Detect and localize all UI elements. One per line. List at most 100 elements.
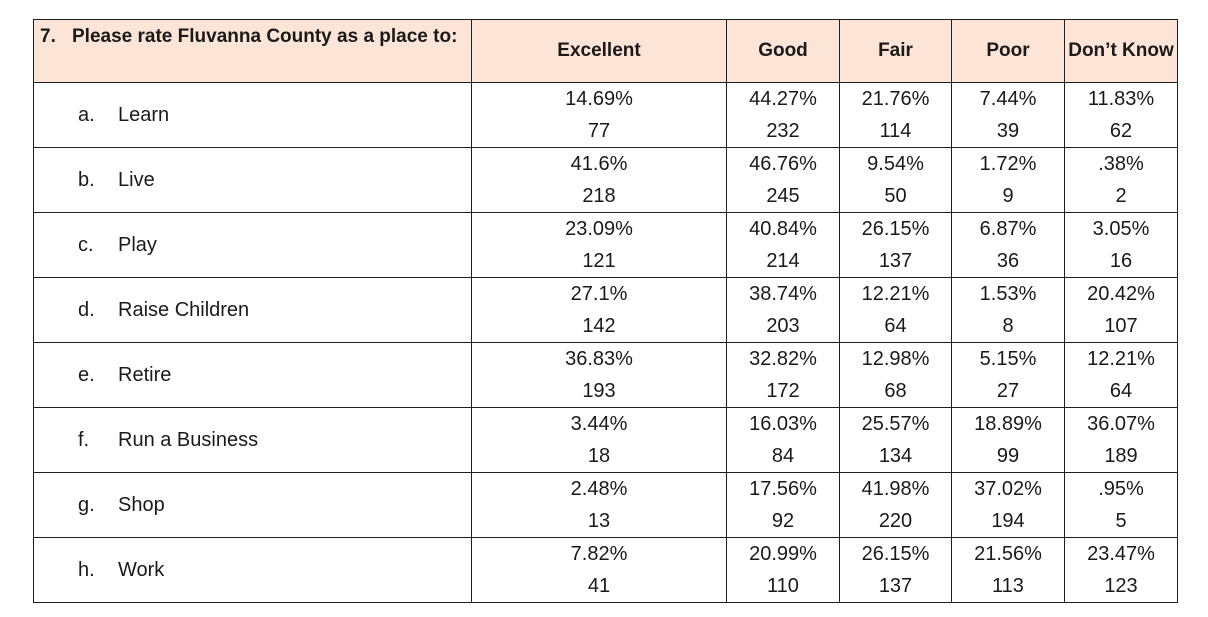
row-label: Play	[118, 233, 157, 256]
row-label: Live	[118, 168, 155, 191]
count-value: 36	[996, 250, 1020, 272]
cell-poor: 37.02% 194	[951, 472, 1065, 538]
count-value: 92	[771, 510, 795, 532]
column-header-poor: Poor	[951, 19, 1065, 83]
count-value: 194	[991, 510, 1025, 532]
cell-dont-know: 23.47% 123	[1064, 537, 1178, 603]
count-value: 123	[1104, 575, 1138, 597]
percentage-value: 7.44%	[979, 88, 1037, 110]
cell-excellent: 14.69% 77	[471, 82, 727, 148]
count-value: 99	[996, 445, 1020, 467]
percentage-value: 1.72%	[979, 153, 1037, 175]
percentage-value: 12.98%	[861, 348, 930, 370]
survey-results-table: 7. Please rate Fluvanna County as a place…	[33, 19, 1178, 603]
cell-dont-know: 12.21% 64	[1064, 342, 1178, 408]
cell-dont-know: 3.05% 16	[1064, 212, 1178, 278]
cell-good: 32.82% 172	[726, 342, 840, 408]
percentage-value: 44.27%	[749, 88, 817, 110]
count-value: 134	[878, 445, 913, 467]
question-text: Please rate Fluvanna County as a place t…	[72, 26, 458, 47]
cell-excellent: 2.48% 13	[471, 472, 727, 538]
cell-fair: 26.15% 137	[839, 537, 952, 603]
cell-poor: 1.72% 9	[951, 147, 1065, 213]
cell-poor: 21.56% 113	[951, 537, 1065, 603]
row-label-cell: a. Learn	[33, 82, 472, 148]
count-value: 16	[1109, 250, 1133, 272]
count-value: 18	[587, 445, 611, 467]
percentage-value: 41.98%	[861, 478, 930, 500]
percentage-value: 14.69%	[565, 88, 633, 110]
row-label-cell: f. Run a Business	[33, 407, 472, 473]
percentage-value: 12.21%	[861, 283, 930, 305]
percentage-value: 25.57%	[861, 413, 930, 435]
percentage-value: 9.54%	[867, 153, 924, 175]
row-label-cell: e. Retire	[33, 342, 472, 408]
column-header-dont-know: Don’t Know	[1064, 19, 1178, 83]
count-value: 41	[587, 575, 611, 597]
row-letter: d.	[78, 298, 95, 321]
percentage-value: 16.03%	[749, 413, 817, 435]
count-value: 203	[766, 315, 800, 337]
count-value: 62	[1109, 120, 1133, 142]
question-number: 7.	[40, 26, 56, 47]
row-label: Shop	[118, 493, 165, 516]
percentage-value: 32.82%	[749, 348, 817, 370]
count-value: 193	[582, 380, 616, 402]
percentage-value: 36.83%	[565, 348, 633, 370]
cell-excellent: 27.1% 142	[471, 277, 727, 343]
table-row: g. Shop 2.48% 13 17.56% 92 41.98% 220 37.02% 194.…	[33, 472, 1178, 538]
percentage-value: 38.74%	[749, 283, 817, 305]
percentage-value: 21.76%	[861, 88, 930, 110]
row-letter: b.	[78, 168, 95, 191]
cell-good: 46.76% 245	[726, 147, 840, 213]
count-value: 114	[879, 120, 912, 142]
count-value: 13	[587, 510, 611, 532]
cell-dont-know: .95% 5	[1064, 472, 1178, 538]
percentage-value: .95%	[1098, 478, 1144, 500]
row-label-cell: b. Live	[33, 147, 472, 213]
cell-dont-know: 36.07% 189	[1064, 407, 1178, 473]
count-value: 218	[582, 185, 616, 207]
cell-dont-know: 20.42% 107	[1064, 277, 1178, 343]
cell-good: 17.56% 92	[726, 472, 840, 538]
cell-fair: 9.54% 50	[839, 147, 952, 213]
percentage-value: 3.05%	[1092, 218, 1150, 240]
percentage-value: .38%	[1098, 153, 1144, 175]
question-header: 7. Please rate Fluvanna County as a place…	[33, 19, 472, 83]
table-row: f. Run a Business 3.44% 18 16.03% 84 25.57% 134…	[33, 407, 1178, 473]
cell-poor: 7.44% 39	[951, 82, 1065, 148]
count-value: 50	[884, 185, 907, 207]
cell-poor: 5.15% 27	[951, 342, 1065, 408]
cell-fair: 21.76% 114	[839, 82, 952, 148]
header-row: 7. Please rate Fluvanna County as a place…	[33, 19, 1178, 83]
row-letter: a.	[78, 103, 95, 126]
count-value: 5	[1115, 510, 1127, 532]
percentage-value: 36.07%	[1087, 413, 1155, 435]
count-value: 9	[1002, 185, 1014, 207]
cell-good: 40.84% 214	[726, 212, 840, 278]
row-label: Work	[118, 558, 165, 581]
percentage-value: 23.09%	[565, 218, 633, 240]
percentage-value: 12.21%	[1087, 348, 1155, 370]
cell-fair: 41.98% 220	[839, 472, 952, 538]
cell-excellent: 3.44% 18	[471, 407, 727, 473]
count-value: 137	[878, 250, 913, 272]
cell-good: 44.27% 232	[726, 82, 840, 148]
table-row: c. Play 23.09% 121 40.84% 214 26.15% 137 6.87% 36…	[33, 212, 1178, 278]
percentage-value: 26.15%	[861, 543, 930, 565]
column-header-good: Good	[726, 19, 840, 83]
cell-fair: 26.15% 137	[839, 212, 952, 278]
percentage-value: 41.6%	[570, 153, 628, 175]
row-label-cell: d. Raise Children	[33, 277, 472, 343]
count-value: 189	[1104, 445, 1138, 467]
percentage-value: 17.56%	[749, 478, 817, 500]
percentage-value: 1.53%	[979, 283, 1037, 305]
cell-good: 38.74% 203	[726, 277, 840, 343]
percentage-value: 46.76%	[749, 153, 817, 175]
cell-fair: 12.98% 68	[839, 342, 952, 408]
percentage-value: 27.1%	[570, 283, 628, 305]
count-value: 2	[1115, 185, 1127, 207]
count-value: 39	[996, 120, 1020, 142]
cell-excellent: 41.6% 218	[471, 147, 727, 213]
cell-fair: 25.57% 134	[839, 407, 952, 473]
